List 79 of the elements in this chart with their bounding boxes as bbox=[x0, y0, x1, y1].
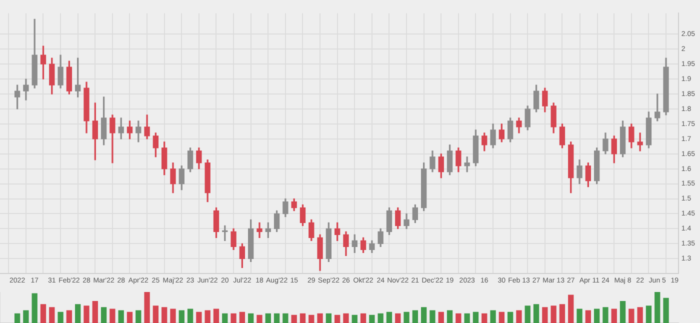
bar bbox=[282, 313, 288, 323]
bar bbox=[576, 308, 582, 323]
bar bbox=[14, 313, 20, 323]
bar bbox=[542, 307, 548, 323]
bar bbox=[516, 310, 522, 323]
bar bbox=[196, 312, 202, 323]
candlestick bbox=[256, 222, 262, 238]
bar bbox=[40, 304, 46, 323]
bar bbox=[507, 312, 514, 323]
candlestick bbox=[637, 132, 643, 152]
bar bbox=[456, 313, 462, 323]
bar bbox=[118, 310, 124, 323]
bar bbox=[326, 313, 332, 323]
candlestick bbox=[464, 156, 470, 172]
bar bbox=[75, 304, 81, 323]
bar bbox=[66, 310, 72, 323]
bar bbox=[291, 314, 297, 323]
bar bbox=[334, 314, 340, 323]
bar bbox=[170, 308, 176, 323]
bar bbox=[628, 308, 634, 323]
bar bbox=[663, 298, 669, 323]
bar bbox=[343, 313, 349, 323]
bar bbox=[568, 294, 574, 323]
bar bbox=[144, 292, 150, 323]
bar bbox=[446, 310, 453, 323]
bar bbox=[32, 293, 38, 323]
bar bbox=[248, 313, 254, 323]
bar bbox=[187, 308, 194, 323]
bar bbox=[438, 312, 444, 323]
bar bbox=[239, 312, 246, 323]
bar bbox=[369, 314, 375, 323]
bar bbox=[256, 314, 262, 323]
bar bbox=[524, 306, 530, 323]
bar bbox=[421, 307, 427, 323]
bar bbox=[646, 306, 652, 323]
bar bbox=[559, 304, 566, 323]
bar bbox=[126, 312, 133, 323]
bar bbox=[213, 308, 220, 323]
bar bbox=[222, 313, 228, 323]
bar bbox=[585, 310, 592, 323]
bar bbox=[352, 314, 358, 323]
bar bbox=[404, 312, 410, 323]
bar bbox=[472, 312, 479, 323]
bar bbox=[395, 313, 401, 323]
bar bbox=[58, 312, 64, 323]
bar bbox=[550, 306, 556, 323]
bar bbox=[100, 307, 107, 323]
bar bbox=[430, 310, 436, 323]
bar bbox=[204, 310, 210, 323]
bar bbox=[308, 314, 314, 323]
bar bbox=[498, 312, 505, 323]
bar bbox=[602, 307, 608, 323]
bar bbox=[84, 306, 90, 323]
bar bbox=[654, 292, 660, 323]
bar bbox=[533, 304, 540, 323]
bar bbox=[464, 313, 470, 323]
bar bbox=[300, 313, 306, 323]
bar bbox=[178, 310, 184, 323]
bar bbox=[136, 310, 142, 323]
bar bbox=[482, 313, 488, 323]
bar bbox=[317, 313, 323, 323]
bar bbox=[386, 312, 392, 323]
bar bbox=[490, 310, 496, 323]
bar bbox=[152, 306, 159, 323]
bar bbox=[360, 313, 366, 323]
bar bbox=[412, 310, 418, 323]
bar bbox=[274, 313, 280, 323]
bar bbox=[265, 313, 271, 323]
bar bbox=[594, 308, 600, 323]
bar bbox=[92, 300, 98, 323]
bar bbox=[637, 307, 643, 323]
bar bbox=[110, 308, 116, 323]
bar bbox=[611, 308, 617, 323]
bar bbox=[620, 300, 626, 323]
bar bbox=[378, 313, 384, 323]
bar bbox=[230, 313, 236, 323]
bar bbox=[23, 310, 29, 323]
bar bbox=[162, 307, 168, 323]
bar bbox=[49, 307, 55, 323]
